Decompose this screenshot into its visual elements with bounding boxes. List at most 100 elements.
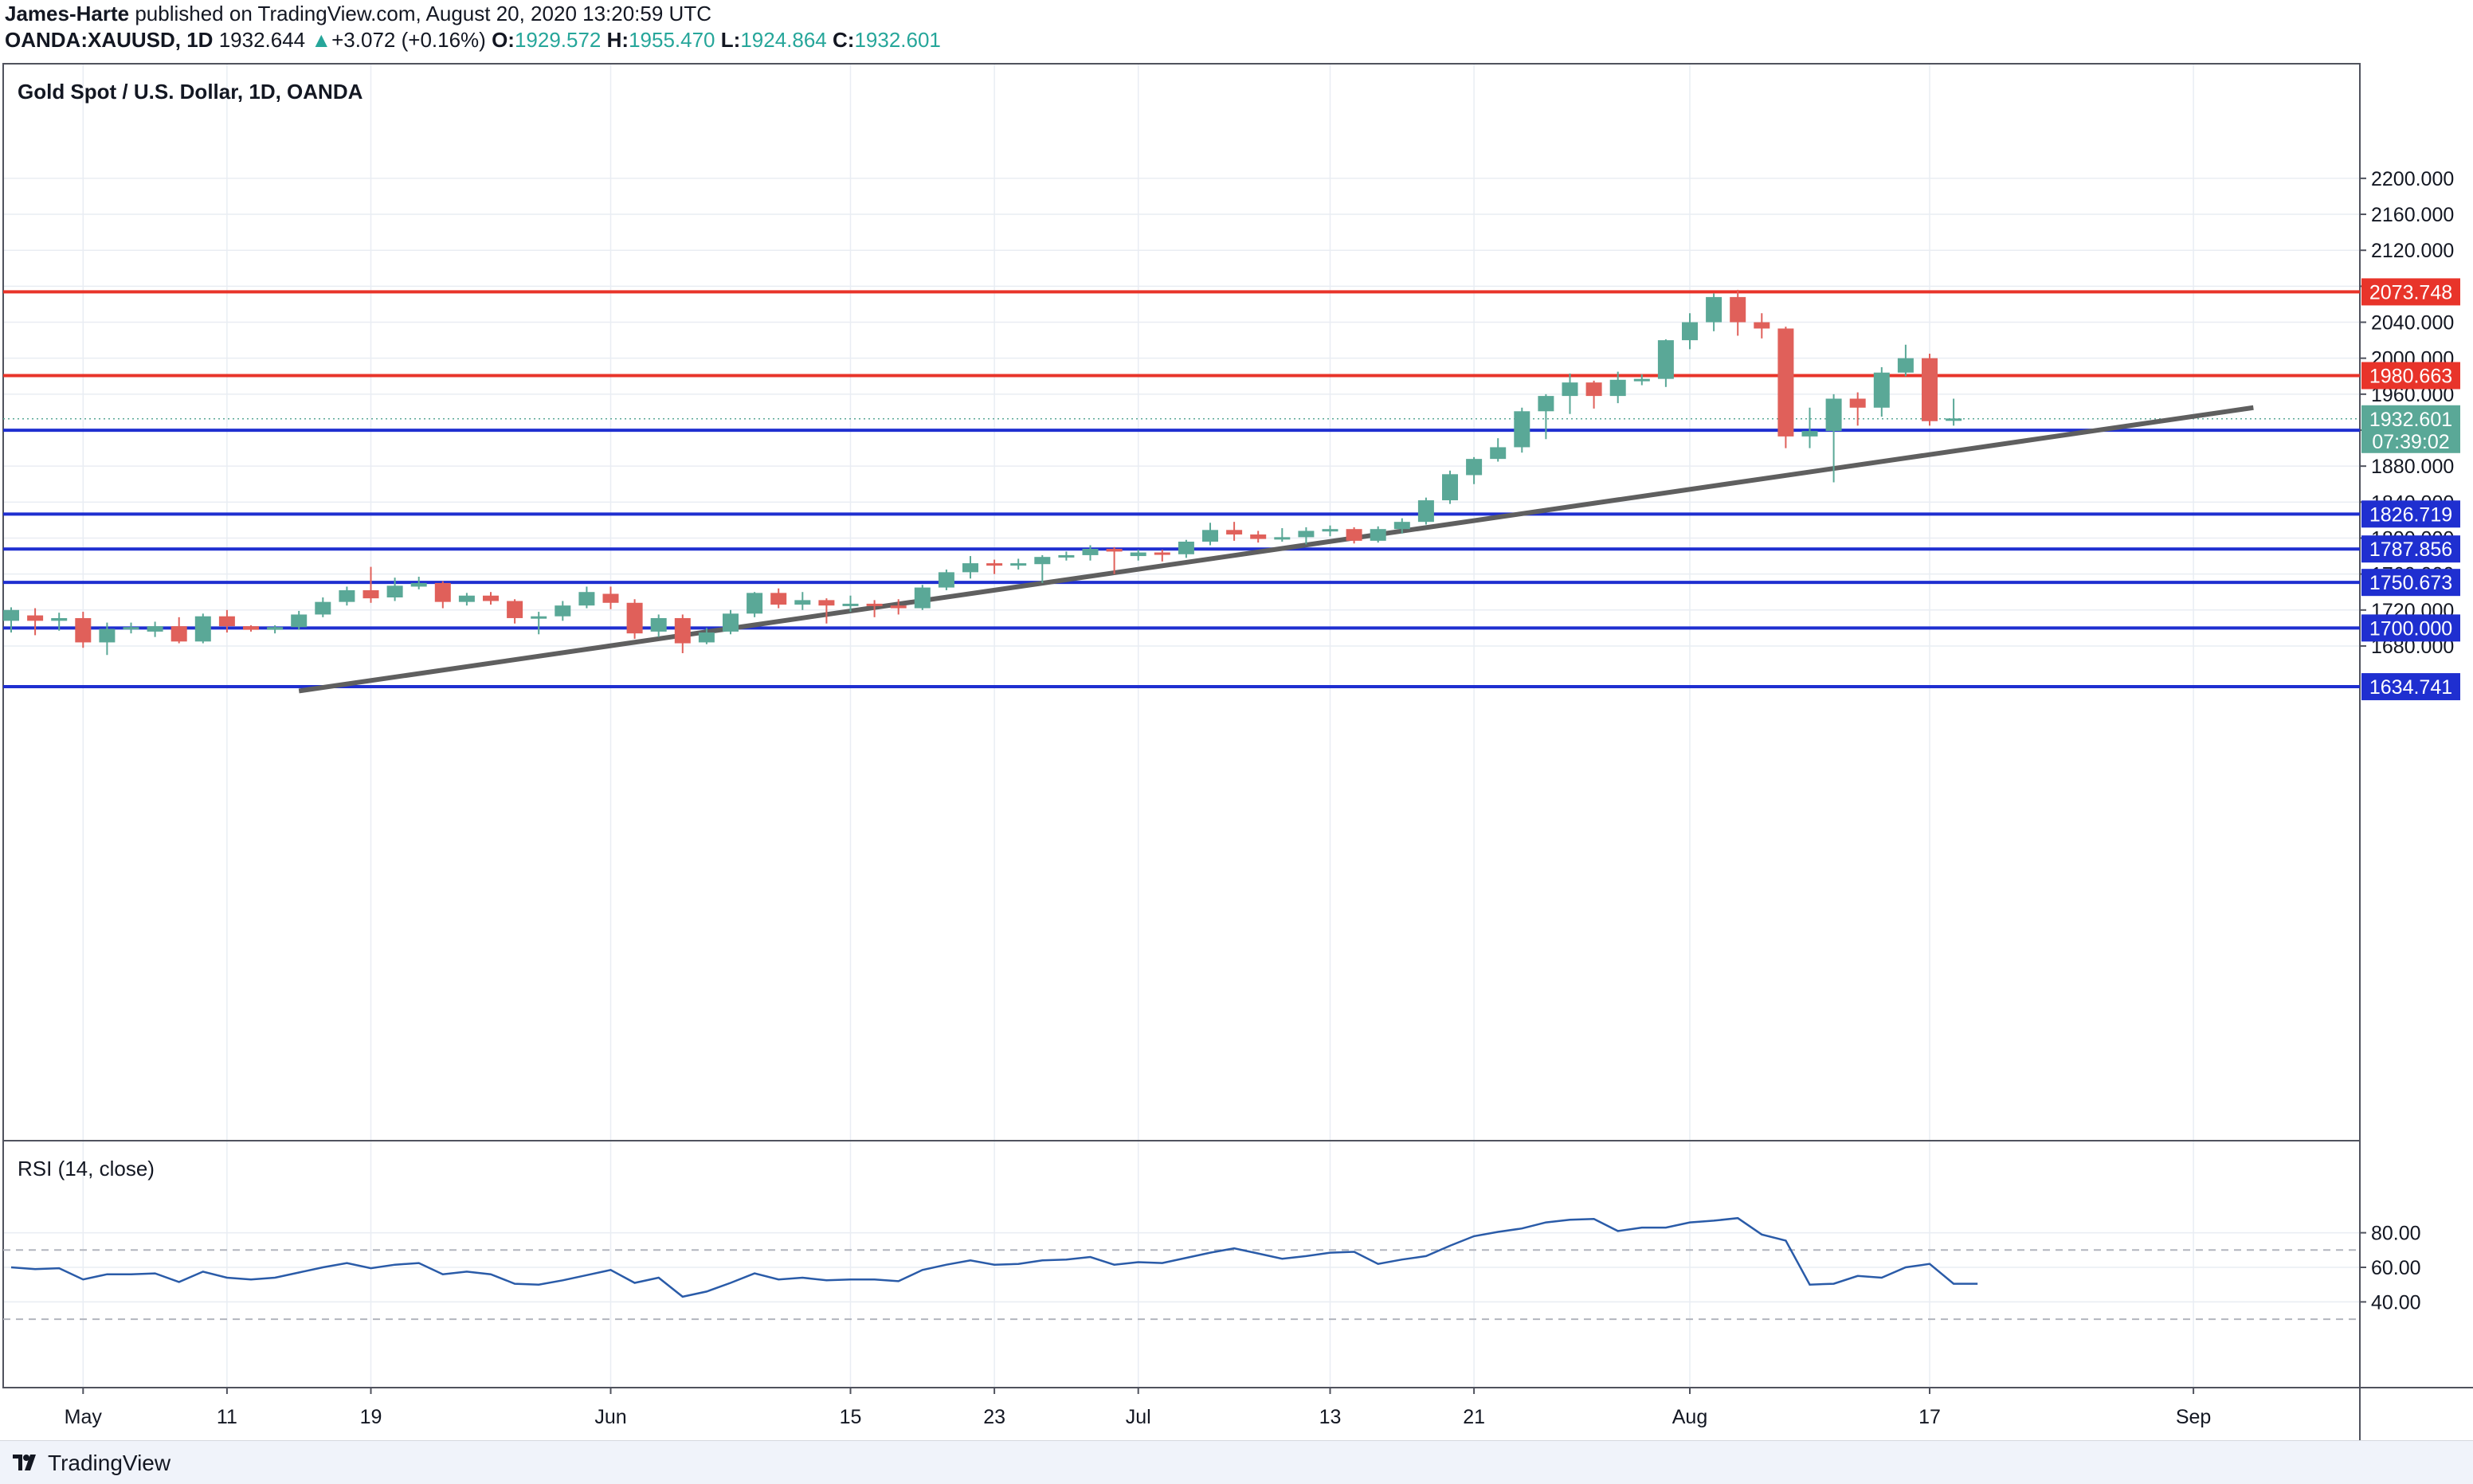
candle-up xyxy=(315,601,331,615)
candle-up xyxy=(1633,378,1650,382)
candle-up xyxy=(1202,530,1218,542)
time-tick-label: 19 xyxy=(360,1406,382,1428)
time-tick-label: Jul xyxy=(1126,1406,1151,1428)
candle-up xyxy=(410,582,427,587)
price-tags: 2073.7481980.6631919.9261826.7191787.856… xyxy=(2361,278,2460,701)
candle-up xyxy=(386,585,403,597)
candle-up xyxy=(147,626,163,632)
candle-down xyxy=(434,582,451,602)
level-tag-1750.673 xyxy=(2361,569,2460,597)
low-label: L: xyxy=(720,28,741,52)
rsi-line xyxy=(10,1216,1978,1298)
chart-frame xyxy=(2,63,2473,1440)
level-tag-2073.748 xyxy=(2361,278,2460,306)
candle-up xyxy=(723,613,739,632)
candle-up xyxy=(698,632,715,643)
candle-down xyxy=(1585,382,1602,397)
candle-down xyxy=(1777,328,1794,437)
level-tag-1700.000 xyxy=(2361,614,2460,642)
time-tick-label: 21 xyxy=(1463,1406,1485,1428)
candle-down xyxy=(770,593,787,605)
level-tag-1826.719 xyxy=(2361,500,2460,528)
candle-up xyxy=(1897,358,1914,373)
candle-up xyxy=(1682,322,1698,341)
candle-up xyxy=(1058,554,1075,558)
high-value: 1955.470 xyxy=(629,28,715,52)
candle-down xyxy=(1346,529,1362,541)
candle-down xyxy=(243,626,259,630)
last-price-tag-label: 1932.601 xyxy=(2369,409,2452,431)
candle-up xyxy=(531,616,547,619)
level-tag-label-1750.673: 1750.673 xyxy=(2369,572,2452,594)
symbol-label[interactable]: OANDA:XAUUSD, 1D xyxy=(5,28,214,52)
level-tag-1787.856 xyxy=(2361,535,2460,563)
level-tag-label-1700.000: 1700.000 xyxy=(2369,617,2452,640)
price-axis[interactable]: 1680.0001720.0001760.0001800.0001840.000… xyxy=(2360,168,2454,1314)
level-tag-label-1787.856: 1787.856 xyxy=(2369,538,2452,561)
candle-up xyxy=(123,627,139,630)
candle-up xyxy=(1082,549,1099,555)
open-value: 1929.572 xyxy=(514,28,602,52)
candle-up xyxy=(339,589,355,602)
price-tick-label: 1880.000 xyxy=(2371,456,2454,478)
candle-down xyxy=(27,615,44,621)
candle-up xyxy=(1490,447,1507,460)
candle-down xyxy=(170,626,187,642)
candle-down xyxy=(1154,552,1170,555)
candle-up xyxy=(1466,459,1483,476)
countdown-label: 07:39:02 xyxy=(2372,431,2449,453)
level-tag-1980.663 xyxy=(2361,362,2460,390)
candle-up xyxy=(962,563,978,573)
candle-down xyxy=(602,593,619,603)
candle-down xyxy=(483,595,499,601)
tradingview-logo-icon[interactable] xyxy=(11,1451,40,1474)
candle-down xyxy=(507,601,523,618)
candle-up xyxy=(842,603,859,606)
candle-up xyxy=(458,595,475,602)
candle-down xyxy=(218,616,235,627)
time-tick-label: 13 xyxy=(1319,1406,1342,1428)
candle-up xyxy=(650,617,667,632)
chart-canvas[interactable]: 1680.0001720.0001760.0001800.0001840.000… xyxy=(0,0,2473,1440)
brand-name[interactable]: TradingView xyxy=(48,1451,171,1475)
candle-up xyxy=(1370,529,1386,541)
candle-down xyxy=(1226,530,1243,534)
rsi-title: RSI (14, close) xyxy=(18,1157,155,1181)
publish-text: published on TradingView.com, August 20,… xyxy=(129,2,711,25)
candle-up xyxy=(1010,563,1027,566)
candle-up xyxy=(794,600,811,605)
rsi-panel xyxy=(3,1216,2360,1321)
last-price-tag xyxy=(2361,405,2460,453)
chart-title: Gold Spot / U.S. Dollar, 1D, OANDA xyxy=(18,80,363,104)
author-name[interactable]: James-Harte xyxy=(5,2,130,25)
candlestick-series xyxy=(3,289,1962,656)
candle-up xyxy=(1538,396,1554,412)
candle-up xyxy=(1178,541,1194,554)
candle-up xyxy=(1322,529,1338,532)
candle-up xyxy=(1130,552,1146,557)
time-tick-label: Aug xyxy=(1672,1406,1707,1428)
chart-header: James-Harte published on TradingView.com… xyxy=(0,0,2473,57)
low-value: 1924.864 xyxy=(740,28,827,52)
candle-up xyxy=(914,587,931,609)
candle-up xyxy=(99,628,116,643)
level-tag-label-2073.748: 2073.748 xyxy=(2369,281,2452,303)
rsi-tick-label: 40.00 xyxy=(2371,1291,2421,1314)
support-resistance-levels xyxy=(3,290,2360,689)
time-tick-label: 15 xyxy=(840,1406,862,1428)
candle-up xyxy=(747,593,763,614)
candle-down xyxy=(1754,322,1770,329)
candle-up xyxy=(938,572,954,588)
up-arrow-icon: ▲ xyxy=(311,28,332,52)
ascending-trendline xyxy=(298,405,2254,694)
time-axis[interactable]: May 11 19 Jun 15 23 Jul 13 21 Aug 17 Sep xyxy=(65,1388,2212,1428)
candle-up xyxy=(194,616,211,642)
price-tick-label: 2160.000 xyxy=(2371,204,2454,226)
rsi-tick-label: 80.00 xyxy=(2371,1223,2421,1245)
high-label: H: xyxy=(606,28,629,52)
candle-down xyxy=(986,563,1003,566)
candle-up xyxy=(1657,340,1674,379)
publish-info: James-Harte published on TradingView.com… xyxy=(5,0,711,27)
time-tick-label: 11 xyxy=(217,1406,237,1428)
candle-down xyxy=(363,589,379,599)
